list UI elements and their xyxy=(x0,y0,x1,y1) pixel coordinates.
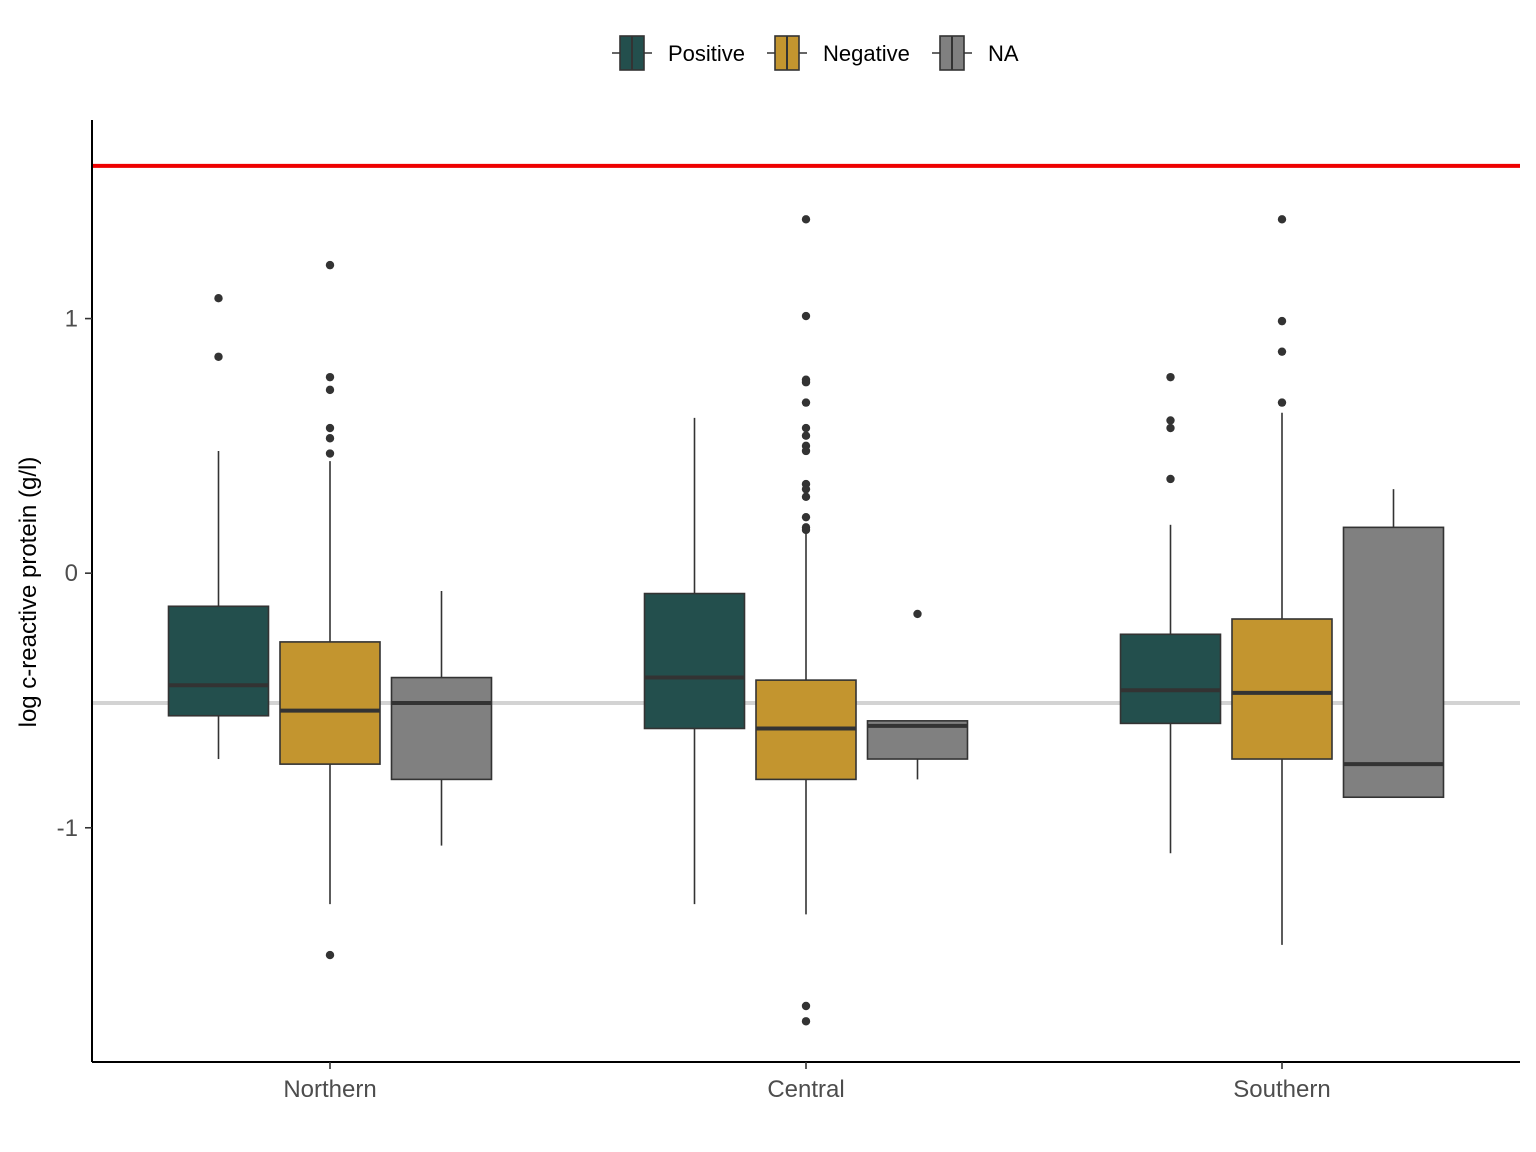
box-central-positive-iqr xyxy=(643,592,746,730)
box-central-na-outlier-1 xyxy=(913,609,922,619)
box-southern-positive-iqr xyxy=(1119,633,1222,725)
box-southern-na-iqr xyxy=(1342,526,1445,799)
box-southern-positive-outlier-2 xyxy=(1166,416,1175,425)
legend-item-na: NA xyxy=(932,35,1019,71)
box-central-negative-outlier-15 xyxy=(801,525,811,535)
box-northern-na-iqr xyxy=(390,676,493,781)
box-southern-positive-outlier-1 xyxy=(1166,372,1175,382)
box-northern-positive-outlier-1 xyxy=(214,294,223,303)
box-northern-negative-outlier-5 xyxy=(325,434,335,443)
axes: 1 0 -1 Northern Central Southern xyxy=(57,120,1520,1103)
box-central-na xyxy=(866,609,969,780)
boxplots xyxy=(167,215,1445,1026)
x-tick-label-central: Central xyxy=(767,1076,844,1103)
box-northern-negative-outlier-4 xyxy=(325,423,335,433)
box-southern-negative-outlier-3 xyxy=(1277,347,1287,356)
box-southern-negative-outlier-1 xyxy=(1277,215,1287,224)
legend: Positive Negative NA xyxy=(612,35,1019,71)
box-southern-negative-outlier-4 xyxy=(1277,398,1287,407)
box-southern-negative-outlier-2 xyxy=(1277,316,1287,326)
legend-item-positive: Positive xyxy=(612,35,745,71)
legend-item-negative: Negative xyxy=(767,35,910,71)
box-northern-negative-outlier-2 xyxy=(325,372,335,382)
box-central-negative-outlier-2 xyxy=(801,311,811,321)
box-northern-negative-outlier-7 xyxy=(325,950,335,960)
box-central-negative-outlier-1 xyxy=(801,215,811,224)
box-central-negative-outlier-12 xyxy=(801,492,811,501)
box-central-negative-outlier-9 xyxy=(801,446,811,456)
box-central-negative-outlier-5 xyxy=(801,398,811,407)
box-southern-positive xyxy=(1119,372,1222,854)
box-southern-na xyxy=(1342,489,1445,799)
box-southern-positive-outlier-3 xyxy=(1166,423,1175,433)
legend-item-na-label: NA xyxy=(988,41,1019,66)
legend-item-negative-label: Negative xyxy=(823,41,910,66)
y-tick-label--1: -1 xyxy=(57,815,78,842)
box-northern-negative-outlier-3 xyxy=(325,385,335,395)
box-northern-negative xyxy=(279,260,381,960)
box-central-negative-outlier-16 xyxy=(801,1001,811,1011)
y-tick-label-0: 0 xyxy=(65,560,78,587)
box-southern-negative-iqr xyxy=(1231,618,1333,760)
box-central-negative-outlier-13 xyxy=(801,512,811,522)
box-northern-positive-iqr xyxy=(167,605,270,717)
y-axis-title: log c-reactive protein (g/l) xyxy=(15,457,42,728)
box-central-negative-outlier-6 xyxy=(801,423,811,433)
box-northern-positive-outlier-2 xyxy=(214,352,223,361)
x-tick-label-northern: Northern xyxy=(283,1076,376,1103)
box-central-negative xyxy=(755,215,857,1026)
box-southern-negative xyxy=(1231,215,1333,945)
box-central-negative-outlier-7 xyxy=(801,431,811,440)
box-northern-positive xyxy=(167,294,270,760)
x-tick-label-southern: Southern xyxy=(1233,1076,1330,1103)
box-northern-negative-outlier-1 xyxy=(325,260,335,270)
box-central-negative-outlier-11 xyxy=(801,484,811,494)
box-northern-na xyxy=(390,591,493,846)
box-central-negative-outlier-4 xyxy=(801,378,811,387)
y-tick-label-1: 1 xyxy=(65,306,78,333)
box-southern-positive-outlier-4 xyxy=(1166,474,1175,484)
box-central-negative-outlier-17 xyxy=(801,1017,811,1026)
box-central-positive xyxy=(643,417,746,905)
box-northern-negative-outlier-6 xyxy=(325,449,335,458)
legend-item-positive-label: Positive xyxy=(668,41,745,66)
box-northern-negative-iqr xyxy=(279,641,381,765)
